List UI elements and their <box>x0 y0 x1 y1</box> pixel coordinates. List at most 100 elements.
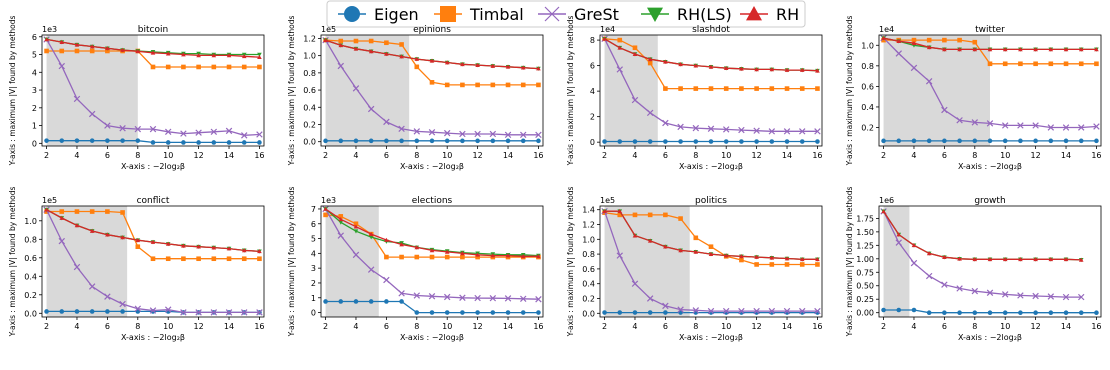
legend: Eigen Timbal GreSt RH(LS) RH <box>326 0 806 28</box>
data-point <box>707 307 715 315</box>
data-point <box>195 129 202 136</box>
x-tick-label: 14 <box>224 151 234 160</box>
series-eigen <box>881 138 1099 144</box>
data-point <box>722 307 730 315</box>
y-tick-label: 0.6 <box>861 82 874 91</box>
x-tick-label: 2 <box>881 322 886 331</box>
data-point <box>753 307 760 315</box>
data-point <box>1078 293 1085 301</box>
data-point <box>647 60 653 66</box>
x-tick-label: 6 <box>105 322 110 331</box>
y-tick-label: 0.75 <box>856 268 874 277</box>
y-tick-label: 0.4 <box>24 272 37 281</box>
data-point <box>74 138 80 143</box>
x-tick-label: 12 <box>752 322 762 331</box>
data-point <box>399 42 404 47</box>
data-point <box>799 307 806 315</box>
series-rhls <box>881 209 1084 263</box>
data-point <box>632 310 638 315</box>
data-point <box>120 138 125 143</box>
data-point <box>226 256 232 262</box>
data-point <box>165 140 171 145</box>
y-tick-label: 0.2 <box>861 124 874 133</box>
series-rh <box>881 35 1099 52</box>
data-point <box>784 256 790 261</box>
y-tick-label: 0.8 <box>861 62 874 71</box>
shaded-region <box>604 206 690 317</box>
data-point <box>149 125 157 133</box>
data-point <box>617 139 623 144</box>
data-point <box>647 56 653 62</box>
x-tick-label: 10 <box>163 151 173 160</box>
x-axis-label: X-axis : −2log₂β <box>400 162 464 171</box>
data-point <box>663 212 668 218</box>
data-point <box>1094 138 1099 144</box>
data-point <box>444 249 450 254</box>
data-point <box>241 54 247 59</box>
legend-item-rh: RH <box>740 5 799 24</box>
x-tick-label: 2 <box>881 151 886 160</box>
data-point <box>384 299 389 304</box>
x-tick-label: 8 <box>135 322 140 331</box>
data-point <box>59 39 65 44</box>
y-axis-label: Y-axis : maximum |V| found by methods <box>8 16 17 167</box>
data-point <box>987 47 993 52</box>
data-point <box>754 86 759 91</box>
y-tick-label: 1 <box>311 294 316 303</box>
data-point <box>1063 47 1069 52</box>
shaded-region <box>883 35 990 146</box>
data-point <box>241 140 247 145</box>
data-point <box>972 310 978 315</box>
x-tick-label: 4 <box>632 322 637 331</box>
data-point <box>692 124 700 132</box>
data-point <box>722 126 730 133</box>
data-point <box>957 47 962 52</box>
x-tick-label: 2 <box>602 151 607 160</box>
data-point <box>165 64 171 70</box>
data-point <box>1018 47 1023 52</box>
data-point <box>1078 138 1084 144</box>
data-point <box>662 302 669 310</box>
series-grest <box>322 205 542 303</box>
data-point <box>617 208 623 214</box>
series-eigen <box>323 138 541 144</box>
data-point <box>475 62 480 67</box>
data-point <box>429 310 435 315</box>
x-tick-label: 6 <box>384 151 389 160</box>
data-point <box>211 256 217 262</box>
data-point <box>911 307 917 313</box>
y-tick-label: 1.50 <box>856 228 874 237</box>
series-eigen <box>323 299 541 315</box>
data-point <box>1078 124 1085 131</box>
shaded-region <box>604 35 658 146</box>
data-point <box>678 86 683 91</box>
shaded-region <box>325 35 410 146</box>
data-point <box>754 139 759 144</box>
data-point <box>44 207 49 212</box>
data-point <box>474 294 481 302</box>
data-point <box>707 125 715 133</box>
data-point <box>1002 257 1008 262</box>
data-point <box>784 262 790 267</box>
data-point <box>443 293 451 301</box>
y-tick-label: 8 <box>590 36 595 45</box>
y-tick-label: 0.8 <box>24 235 37 244</box>
data-point <box>105 232 110 237</box>
y-axis-label: Y-axis : maximum |V| found by methods <box>287 16 296 167</box>
data-point <box>119 300 126 308</box>
data-point <box>490 310 496 315</box>
data-point <box>59 215 65 220</box>
data-point <box>1078 47 1084 52</box>
series-rh <box>602 36 820 73</box>
data-point <box>398 125 405 133</box>
data-point <box>957 256 962 261</box>
data-point <box>241 64 247 70</box>
data-point <box>353 46 359 51</box>
data-point <box>520 310 526 315</box>
data-point <box>1062 124 1070 131</box>
data-point <box>164 128 172 136</box>
data-point <box>536 66 541 71</box>
data-point <box>678 62 683 67</box>
y-tick-label: 0.8 <box>582 250 595 259</box>
